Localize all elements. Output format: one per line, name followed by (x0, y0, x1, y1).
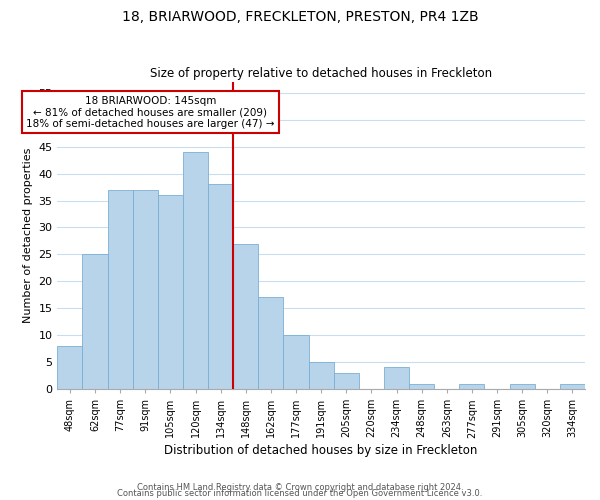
Text: 18 BRIARWOOD: 145sqm
← 81% of detached houses are smaller (209)
18% of semi-deta: 18 BRIARWOOD: 145sqm ← 81% of detached h… (26, 96, 275, 128)
Bar (158, 195, 183, 389)
Bar (233, 244, 259, 389)
Bar (133, 190, 158, 389)
Text: Contains public sector information licensed under the Open Government Licence v3: Contains public sector information licen… (118, 490, 482, 498)
Bar (308, 362, 334, 389)
Bar (58, 346, 82, 389)
Bar (283, 335, 308, 389)
Y-axis label: Number of detached properties: Number of detached properties (23, 148, 33, 323)
Bar (82, 254, 107, 389)
Bar (460, 384, 484, 389)
Bar (384, 368, 409, 389)
Title: Size of property relative to detached houses in Freckleton: Size of property relative to detached ho… (150, 66, 492, 80)
Text: 18, BRIARWOOD, FRECKLETON, PRESTON, PR4 1ZB: 18, BRIARWOOD, FRECKLETON, PRESTON, PR4 … (122, 10, 478, 24)
Bar (334, 373, 359, 389)
Bar (107, 190, 133, 389)
Bar (183, 152, 208, 389)
Text: Contains HM Land Registry data © Crown copyright and database right 2024.: Contains HM Land Registry data © Crown c… (137, 484, 463, 492)
Bar (208, 184, 233, 389)
X-axis label: Distribution of detached houses by size in Freckleton: Distribution of detached houses by size … (164, 444, 478, 458)
Bar (409, 384, 434, 389)
Bar (259, 298, 283, 389)
Bar (509, 384, 535, 389)
Bar (560, 384, 585, 389)
